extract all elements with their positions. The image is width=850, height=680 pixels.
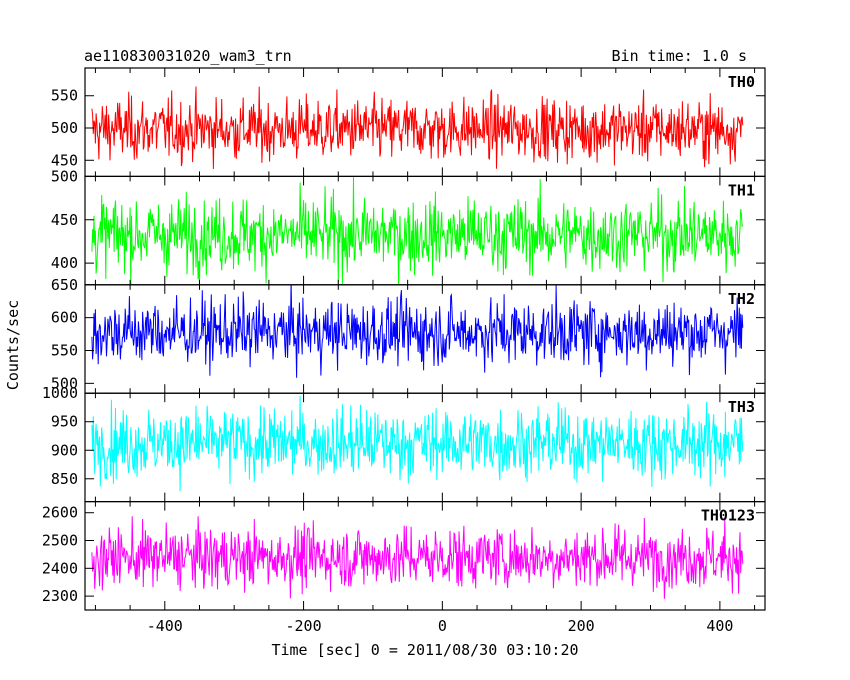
y-tick-label: 500: [51, 374, 78, 392]
series-label-th0123: TH0123: [701, 507, 755, 525]
series-label-th3: TH3: [728, 398, 755, 416]
y-tick-label: 2400: [42, 559, 78, 577]
x-tick-label: 200: [568, 617, 595, 635]
y-tick-label: 550: [51, 87, 78, 105]
y-tick-label: 2600: [42, 504, 78, 522]
y-tick-label: 500: [51, 167, 78, 185]
y-tick-label: 2300: [42, 587, 78, 605]
y-tick-label: 450: [51, 211, 78, 229]
y-tick-label: 950: [51, 413, 78, 431]
series-line-th0123: [91, 516, 744, 599]
x-tick-label: -400: [147, 617, 183, 635]
y-tick-label: 400: [51, 254, 78, 272]
series-label-th2: TH2: [728, 290, 755, 308]
panel-frame-th0123: [84, 501, 766, 611]
x-tick-label: 400: [706, 617, 733, 635]
y-axis-label: Counts/sec: [4, 300, 22, 390]
panel-frame-th0: [84, 67, 766, 178]
x-tick-label: 0: [438, 617, 447, 635]
series-line-th3: [91, 395, 744, 492]
series-line-th1: [91, 177, 744, 285]
y-tick-label: 650: [51, 276, 78, 294]
series-line-th2: [91, 284, 744, 378]
series-label-th1: TH1: [728, 181, 755, 199]
series-label-th0: TH0: [728, 73, 755, 91]
panels-group: TH0450500550TH1400450500TH2500550600650T…: [42, 67, 766, 635]
y-tick-label: 2500: [42, 532, 78, 550]
y-tick-label: 500: [51, 119, 78, 137]
x-axis-label: Time [sec] 0 = 2011/08/30 03:10:20: [271, 641, 578, 659]
y-tick-label: 450: [51, 151, 78, 169]
bin-time-label: Bin time: 1.0 s: [612, 47, 747, 65]
series-line-th0: [91, 86, 744, 170]
y-tick-label: 600: [51, 309, 78, 327]
chart-title: ae110830031020_wam3_trn: [84, 47, 292, 65]
x-tick-label: -200: [286, 617, 322, 635]
y-tick-label: 850: [51, 470, 78, 488]
y-tick-label: 1000: [42, 384, 78, 402]
y-tick-label: 550: [51, 341, 78, 359]
y-tick-label: 900: [51, 441, 78, 459]
panel-frame-th2: [84, 284, 766, 394]
